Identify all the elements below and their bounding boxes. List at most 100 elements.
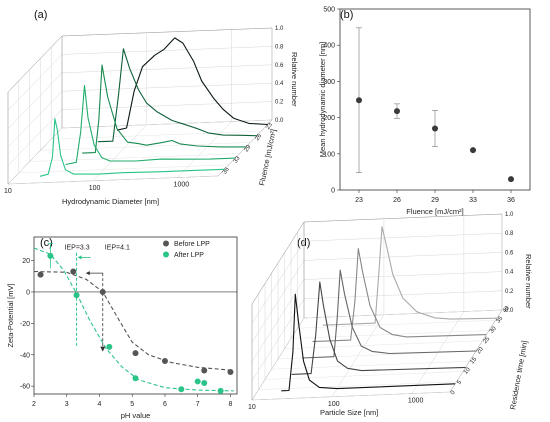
data-point [394,108,400,115]
x-tick-label: 26 [393,197,401,204]
y-tick-label: 200 [323,115,335,122]
panel-label-b: (b) [340,9,353,21]
back-wall-gridline [303,290,503,299]
series-line-10 [291,281,466,375]
floor-x-gridline [92,124,147,181]
back-wall-outline [303,213,503,318]
x-tick-label: 10 [4,188,12,195]
panel-c-zeta: 20 0 -20 -40 -60 2 3 4 5 6 7 8 IEP=3.3 IEP=4.1 Before … [6,236,238,420]
floor-depth-gridline [290,330,490,339]
x-axis-title: Hydrodynamic Diameter [nm] [62,197,159,206]
depth-tick-label: 33 [233,155,242,164]
y-tick-label: 300 [323,79,335,86]
y-tick-label: 100 [323,151,335,158]
data-point [227,369,234,376]
floor-depth-gridline [271,361,470,370]
x-tick-label: 29 [431,197,439,204]
depth-tick-label: 23 [265,121,274,130]
data-point [37,271,44,278]
panel-label-a: (a) [34,9,47,21]
data-point [201,380,208,387]
x-tick-label: 23 [355,197,363,204]
data-point [432,125,438,132]
depth-tick-label: 25 [482,336,491,345]
plot-frame [339,8,531,191]
plot-frame [33,236,238,395]
floor-depth-gridline [303,309,503,319]
z-tick-label: 0.8 [275,44,284,50]
depth-tick-label: 29 [244,144,253,153]
z-tick-label: 1.0 [505,212,514,218]
y-tick-label: 20 [22,258,30,265]
panel-b-scatter: 0 100 200 300 400 500 23 26 29 33 36 Fluence [mJ/cm… [318,7,531,216]
back-wall-outline [61,27,273,128]
x-tick-label: 1000 [174,182,190,189]
data-point [70,268,77,275]
depth-tick-label: 40 [502,305,511,314]
x-axis-title: Fluence [mJ/cm²] [406,207,464,216]
z-tick-label: 1.0 [275,26,284,32]
x-tick-label: 36 [507,197,515,204]
x-tick-label: 10 [248,404,256,411]
side-wall-outline [7,35,63,184]
floor-depth-gridline [51,131,262,140]
iep-arrowhead-before [85,271,90,276]
back-wall-gridline [303,252,503,261]
depth-tick-label: 15 [469,356,478,365]
floor-depth-gridline [18,164,229,173]
floor-depth-gridline [29,153,240,162]
panel-d-waterfall: 10 100 10000.00.20.40.60.81.00510152025303… [248,212,533,417]
y-tick-label: 0 [331,188,335,195]
x-tick-label: 33 [469,197,477,204]
floor-depth-gridline [7,175,219,185]
back-wall-gridline [303,233,503,242]
data-point [470,147,476,154]
y-tick-label: -20 [20,321,30,328]
panel-label-c: (c) [40,237,53,249]
floor-depth-gridline [251,391,451,401]
back-wall-gridline [61,46,273,55]
series-line-36 [39,118,225,177]
depth-tick-label: 0 [450,389,457,396]
z-axis-title: Relative number [290,52,299,107]
series-line-33 [65,85,236,166]
data-point [132,350,139,357]
iep-arrowhead-after [77,255,82,260]
iep-label-before: IEP=4.1 [105,245,130,252]
x-axis-title: pH value [121,411,151,420]
series-line-0 [281,293,456,392]
data-point [47,252,54,259]
z-tick-label: 0.0 [275,118,284,124]
depth-tick-label: 26 [254,133,263,142]
data-point [194,378,201,385]
side-wall-gridline [7,72,63,129]
floor-depth-gridline [40,142,251,151]
depth-axis-title: Residence time [min] [508,340,529,411]
legend-marker [163,251,169,258]
z-axis-title: Relative number [524,254,533,309]
x-tick-label: 100 [328,401,340,408]
data-point [201,367,208,374]
panel-label-d: (d) [297,237,310,249]
x-tick-label: 6 [163,401,167,408]
depth-tick-label: 30 [489,325,498,334]
series-line-23 [116,37,268,131]
y-tick-label: -40 [20,352,30,359]
back-wall-gridline [61,101,273,110]
x-tick-label: 4 [98,401,102,408]
legend-label: After LPP [174,252,204,259]
depth-tick-label: 5 [456,379,463,386]
depth-tick-label: 35 [495,315,504,324]
data-point [132,375,139,382]
data-point [99,288,106,295]
x-tick-label: 7 [196,401,200,408]
z-tick-label: 0.2 [275,100,284,106]
legend-marker [163,240,169,247]
x-tick-label: 1000 [408,398,424,405]
side-wall-gridline [7,54,63,111]
floor-depth-gridline [258,381,457,390]
series-line-30 [312,248,487,343]
series-line-40 [322,226,497,326]
